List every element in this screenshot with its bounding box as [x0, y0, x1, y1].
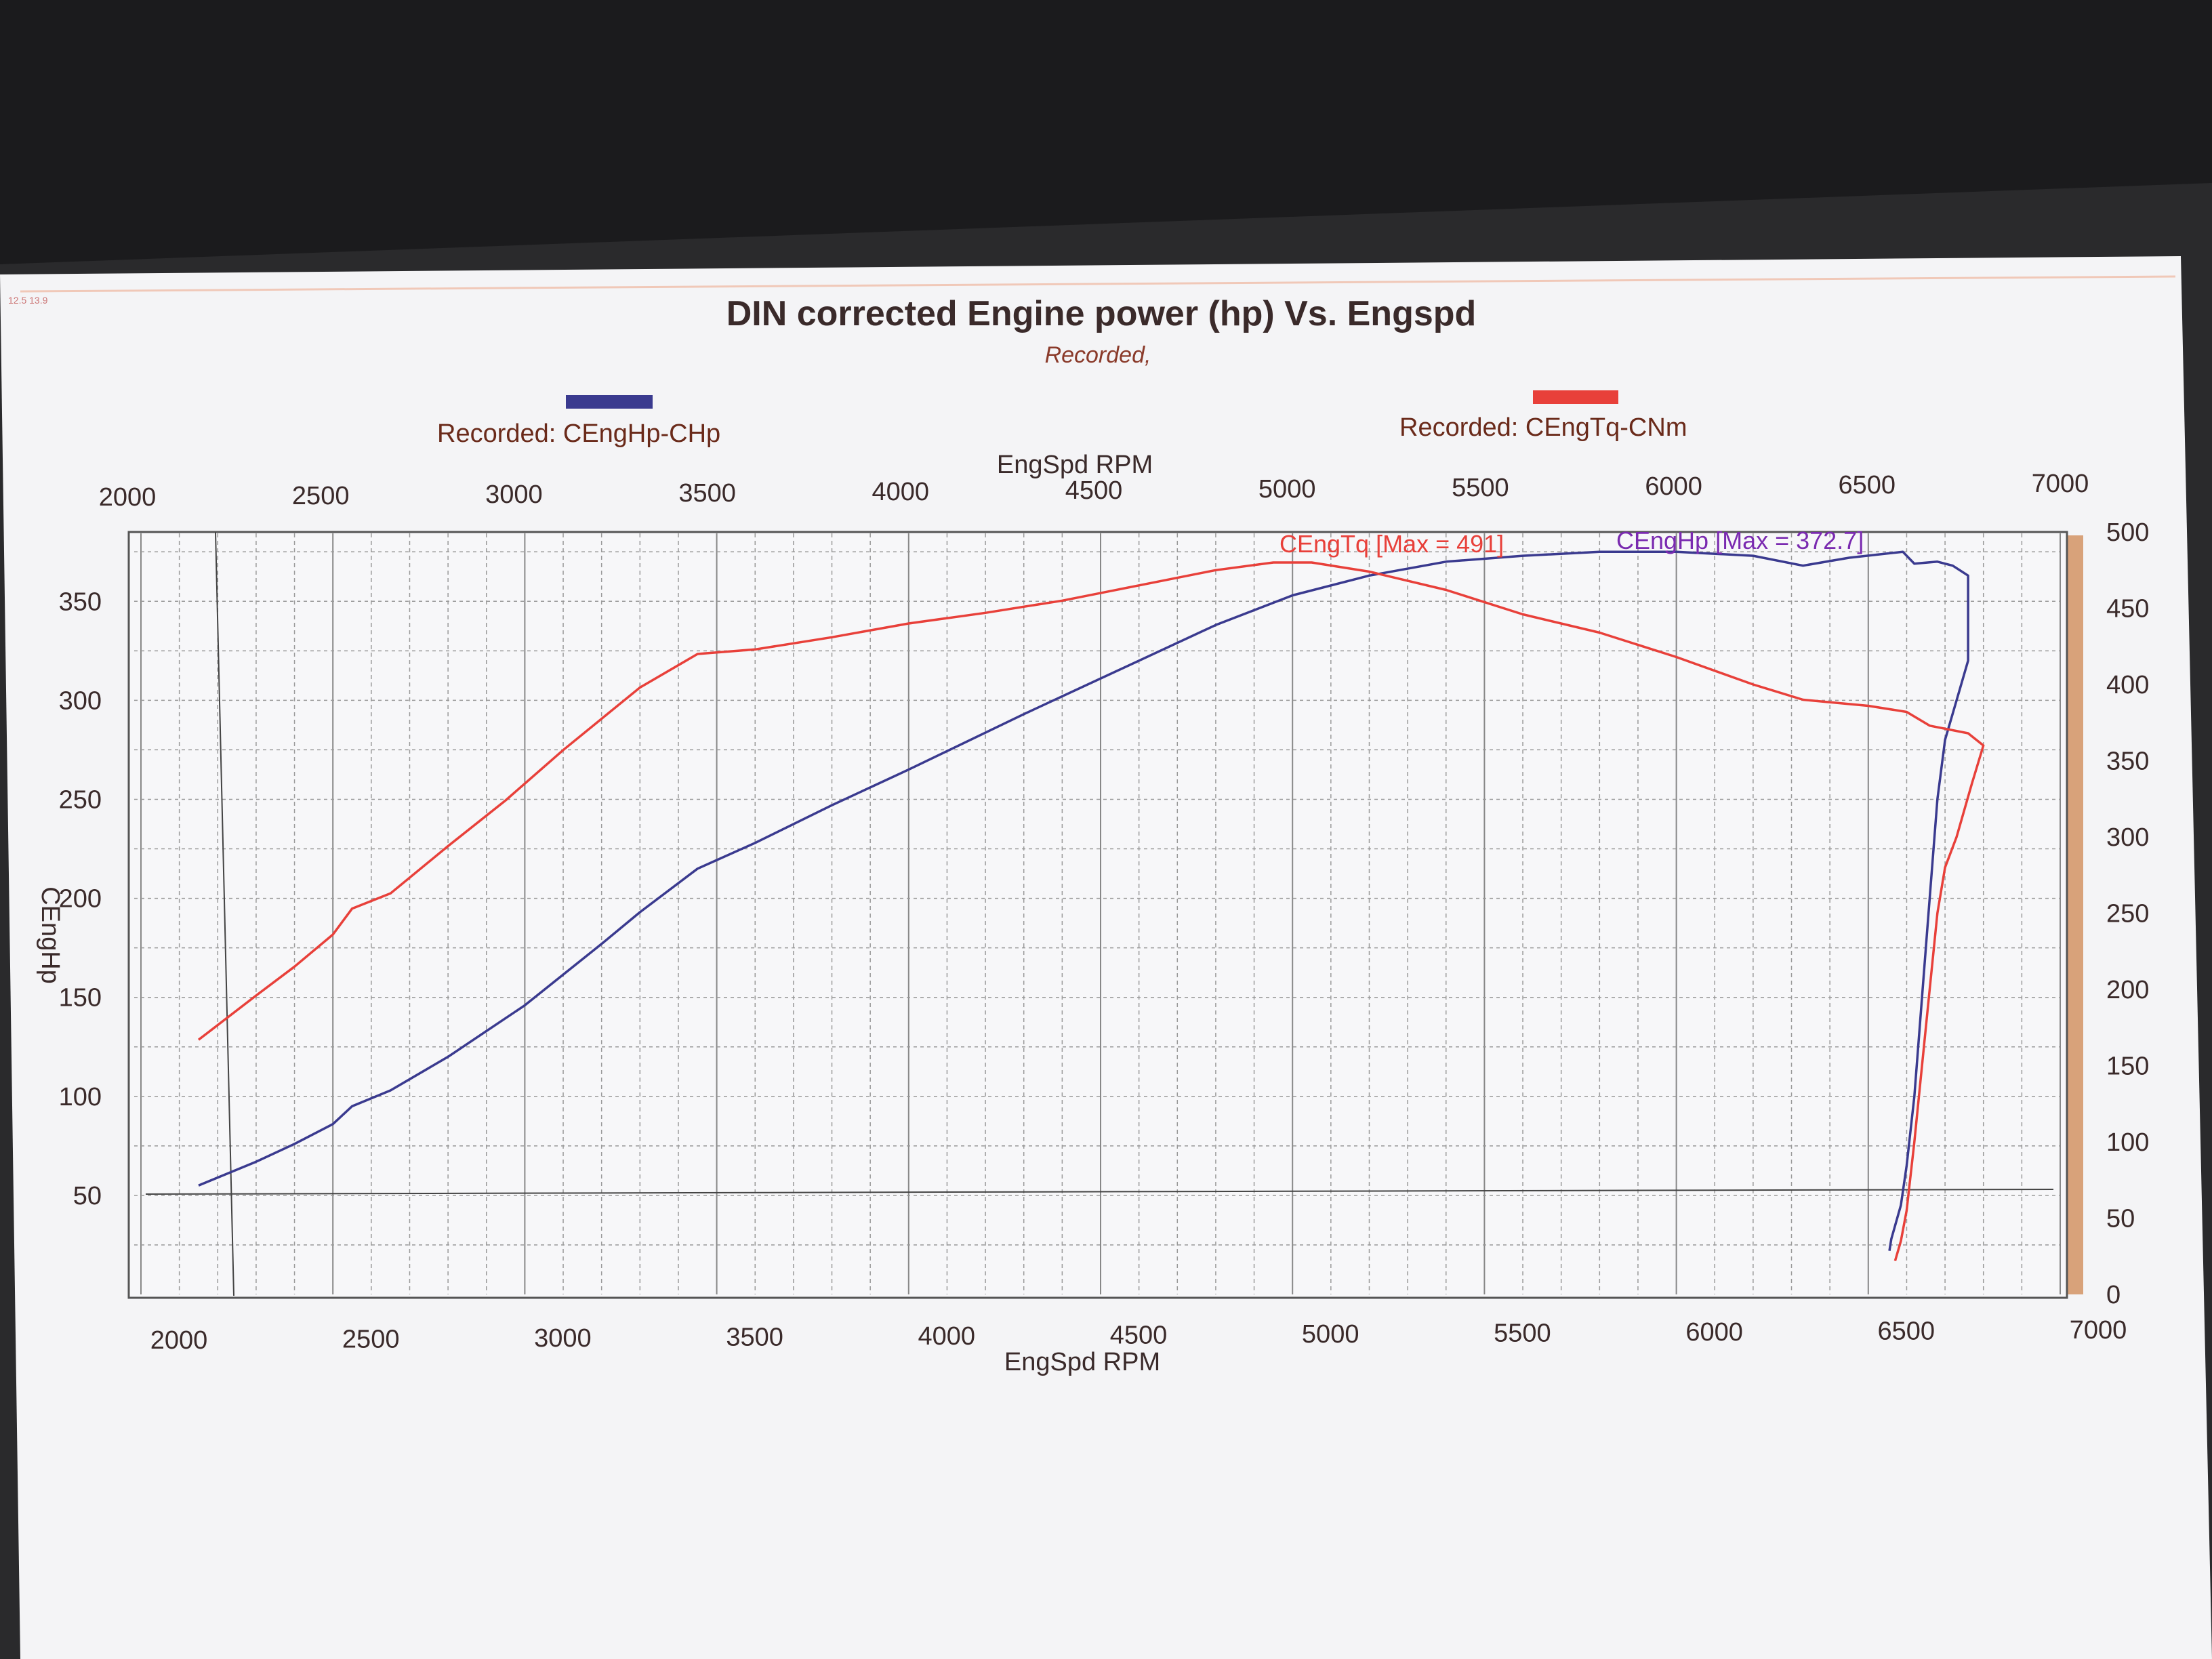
top-tick-label: 2500	[292, 482, 350, 510]
top-axis-label: EngSpd RPM	[997, 451, 1153, 479]
bottom-axis-label: EngSpd RPM	[1004, 1348, 1160, 1376]
plot-area	[127, 531, 2083, 1299]
right-tick-label: 500	[2106, 518, 2149, 547]
bottom-tick-label: 6000	[1685, 1318, 1743, 1347]
top-tick-label: 4000	[872, 478, 930, 506]
left-tick-label: 100	[59, 1083, 102, 1111]
annotation-power-max: CEngHp [Max = 372.7]	[1616, 527, 1864, 554]
right-tick-label: 150	[2106, 1052, 2149, 1081]
right-tick-label: 450	[2106, 595, 2149, 623]
bottom-tick-label: 4000	[918, 1322, 976, 1351]
left-tick-label: 150	[59, 984, 102, 1012]
bottom-tick-label: 3500	[726, 1324, 783, 1352]
plot-background	[127, 531, 2068, 1299]
right-tick-label: 0	[2106, 1281, 2121, 1309]
left-tick-label: 250	[59, 785, 102, 814]
left-tick-label: 200	[59, 885, 102, 914]
bottom-tick-label: 3000	[534, 1324, 592, 1353]
bottom-tick-label: 5000	[1302, 1320, 1359, 1349]
top-tick-label: 7000	[2032, 470, 2089, 498]
left-axis-ticks: 350 300 250 200 150 100 50	[59, 588, 102, 1210]
series-torque-line	[197, 561, 1985, 1261]
top-tick-label: 4500	[1065, 476, 1123, 505]
top-tick-label: 2000	[99, 483, 157, 512]
right-tick-label: 250	[2106, 900, 2149, 928]
right-tick-label: 50	[2106, 1205, 2135, 1233]
series-layer	[197, 550, 1985, 1261]
top-tick-label: 5500	[1452, 474, 1509, 502]
annotation-torque-max: CEngTq [Max = 491]	[1279, 530, 1504, 558]
top-tick-label: 3000	[485, 480, 543, 509]
left-axis-label: CEngHp	[36, 886, 64, 984]
bottom-tick-label: 6500	[1878, 1317, 1936, 1346]
right-tick-label: 100	[2106, 1128, 2149, 1157]
chart-subtitle: Recorded,	[1045, 342, 1151, 368]
right-axis-shadow	[2067, 535, 2083, 1294]
bottom-tick-label: 4500	[1110, 1322, 1168, 1350]
bottom-tick-label: 7000	[2070, 1316, 2127, 1345]
start-marker-line	[215, 531, 234, 1296]
grid-lines	[134, 533, 2061, 1294]
top-tick-label: 3500	[678, 479, 736, 508]
bottom-tick-label: 5500	[1494, 1319, 1551, 1348]
top-tick-label: 6500	[1839, 471, 1896, 499]
bottom-tick-label: 2500	[342, 1326, 400, 1354]
right-tick-label: 350	[2106, 747, 2149, 776]
left-tick-label: 350	[59, 588, 102, 616]
series-power-line	[198, 550, 1969, 1251]
bottom-axis-ticks: 2000 2500 3000 3500 4000 4500 5000 5500 6000 6500…	[150, 1316, 2127, 1355]
legend-label-hp: Recorded: CEngHp-CHp	[437, 419, 720, 448]
top-tick-label: 6000	[1645, 472, 1702, 501]
bottom-tick-label: 2000	[150, 1326, 208, 1355]
right-tick-label: 200	[2106, 976, 2149, 1004]
chart-title: DIN corrected Engine power (hp) Vs. Engs…	[726, 294, 1477, 333]
right-tick-label: 400	[2106, 671, 2149, 699]
legend-swatch-tq	[1533, 390, 1618, 404]
right-tick-label: 300	[2106, 823, 2149, 852]
legend-label-tq: Recorded: CEngTq-CNm	[1399, 413, 1687, 442]
top-tick-label: 5000	[1258, 475, 1316, 504]
legend-swatch-hp	[566, 395, 653, 409]
corner-stamp: 12.5 13.9	[8, 295, 48, 306]
left-tick-label: 50	[73, 1182, 102, 1210]
paper-top-rule	[20, 275, 2176, 293]
top-axis-ticks: 2000 2500 3000 3500 4000 4500 5000 5500 6000 6500…	[99, 470, 2089, 512]
left-tick-label: 300	[59, 687, 102, 715]
baseline-50-line	[145, 1189, 2054, 1195]
